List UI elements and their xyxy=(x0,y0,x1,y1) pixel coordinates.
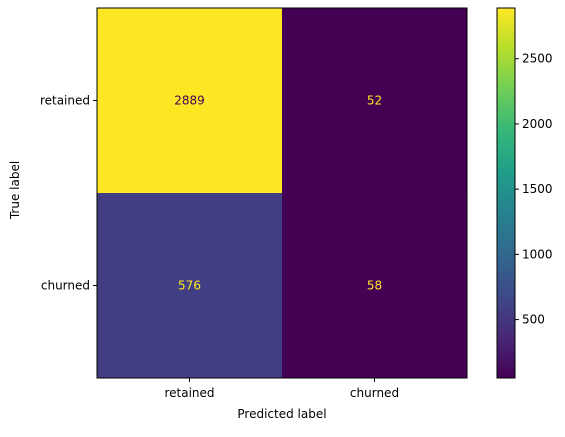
y-tick-label: retained xyxy=(40,94,90,108)
colorbar-ticks: 500 1000 1500 2000 2500 xyxy=(515,52,553,327)
plot-frame xyxy=(96,7,468,379)
colorbar-tick-label: 2500 xyxy=(522,52,553,66)
colorbar xyxy=(496,7,516,379)
heatmap-cell-labels: 2889 52 576 58 xyxy=(174,94,382,293)
heatmap-cells xyxy=(97,8,467,378)
heatmap-cell xyxy=(282,193,467,378)
y-axis-label: True label xyxy=(8,161,22,220)
colorbar-tick-label: 2000 xyxy=(522,117,553,131)
heatmap-cell xyxy=(282,8,467,193)
y-tick-label: churned xyxy=(41,279,90,293)
y-axis: retained churned xyxy=(40,94,97,293)
heatmap-cell xyxy=(97,193,282,378)
cell-value-label: 576 xyxy=(178,279,201,293)
cell-value-label: 52 xyxy=(367,94,382,108)
heatmap-cell xyxy=(97,8,282,193)
colorbar-tick-label: 500 xyxy=(522,313,545,327)
cell-value-label: 58 xyxy=(367,279,382,293)
colorbar-tick-label: 1500 xyxy=(522,182,553,196)
x-axis-label: Predicted label xyxy=(237,407,326,421)
colorbar-tick-label: 1000 xyxy=(522,247,553,261)
x-tick-label: churned xyxy=(350,386,399,400)
x-axis: retained churned xyxy=(164,378,399,400)
cell-value-label: 2889 xyxy=(174,94,205,108)
x-tick-label: retained xyxy=(164,386,214,400)
